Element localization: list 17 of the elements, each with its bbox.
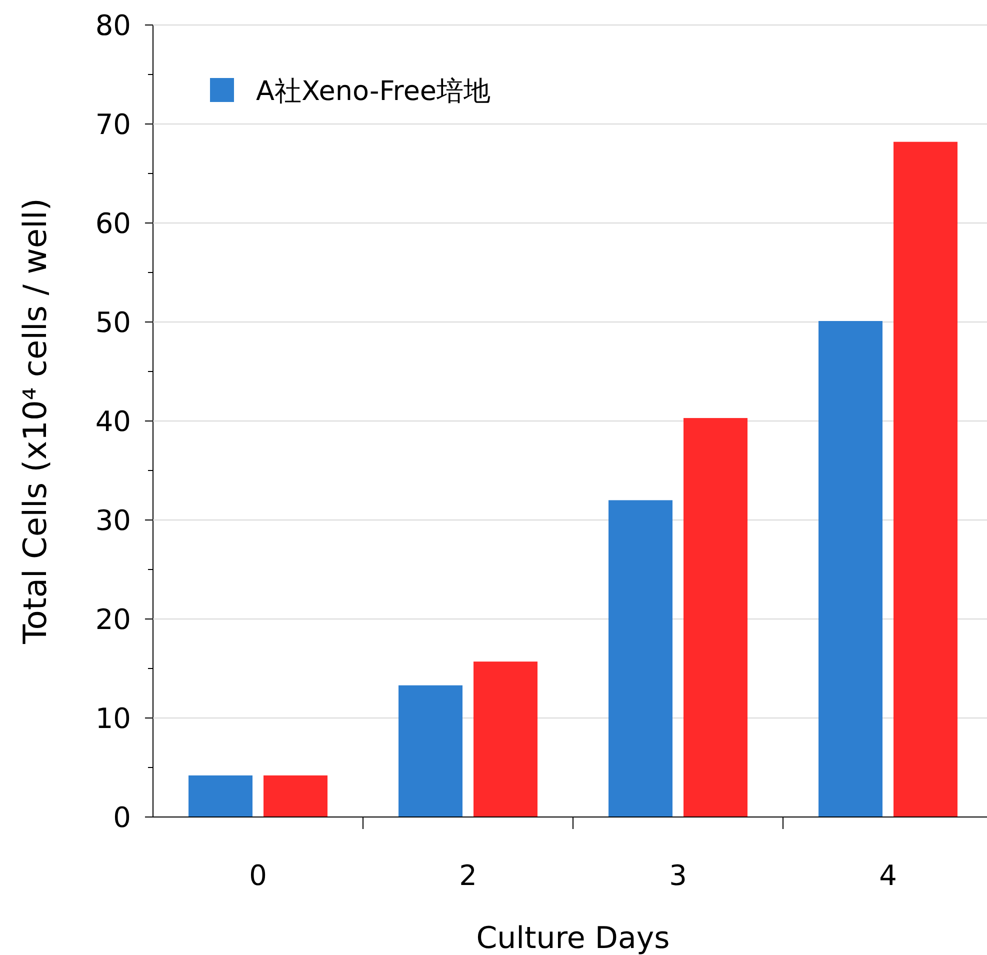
y-tick-label: 30: [95, 504, 131, 537]
y-tick-label: 20: [95, 603, 131, 636]
legend: A社Xeno-Free培地: [210, 76, 491, 107]
y-tick-label: 80: [95, 9, 131, 42]
legend-label: A社Xeno-Free培地: [256, 76, 491, 107]
y-tick-label: 0: [113, 801, 131, 834]
x-tick-label: 3: [669, 859, 687, 892]
y-tick-label: 40: [95, 405, 131, 438]
x-tick-label: 4: [879, 859, 897, 892]
x-axis-title: Culture Days: [476, 921, 670, 955]
y-tick-label: 60: [95, 207, 131, 240]
y-tick-label: 70: [95, 108, 131, 141]
y-tick-label: 10: [95, 702, 131, 735]
y-tick-label: 50: [95, 306, 131, 339]
x-tick-label: 0: [249, 859, 267, 892]
x-tick-label: 2: [459, 859, 477, 892]
y-axis-title: Total Cells (x10⁴ cells / well): [16, 198, 54, 645]
